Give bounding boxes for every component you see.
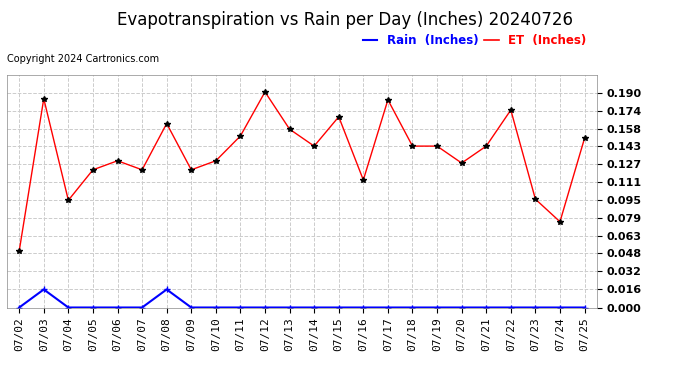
- Text: Copyright 2024 Cartronics.com: Copyright 2024 Cartronics.com: [7, 54, 159, 64]
- Legend: Rain  (Inches), ET  (Inches): Rain (Inches), ET (Inches): [359, 30, 591, 52]
- Text: Evapotranspiration vs Rain per Day (Inches) 20240726: Evapotranspiration vs Rain per Day (Inch…: [117, 11, 573, 29]
